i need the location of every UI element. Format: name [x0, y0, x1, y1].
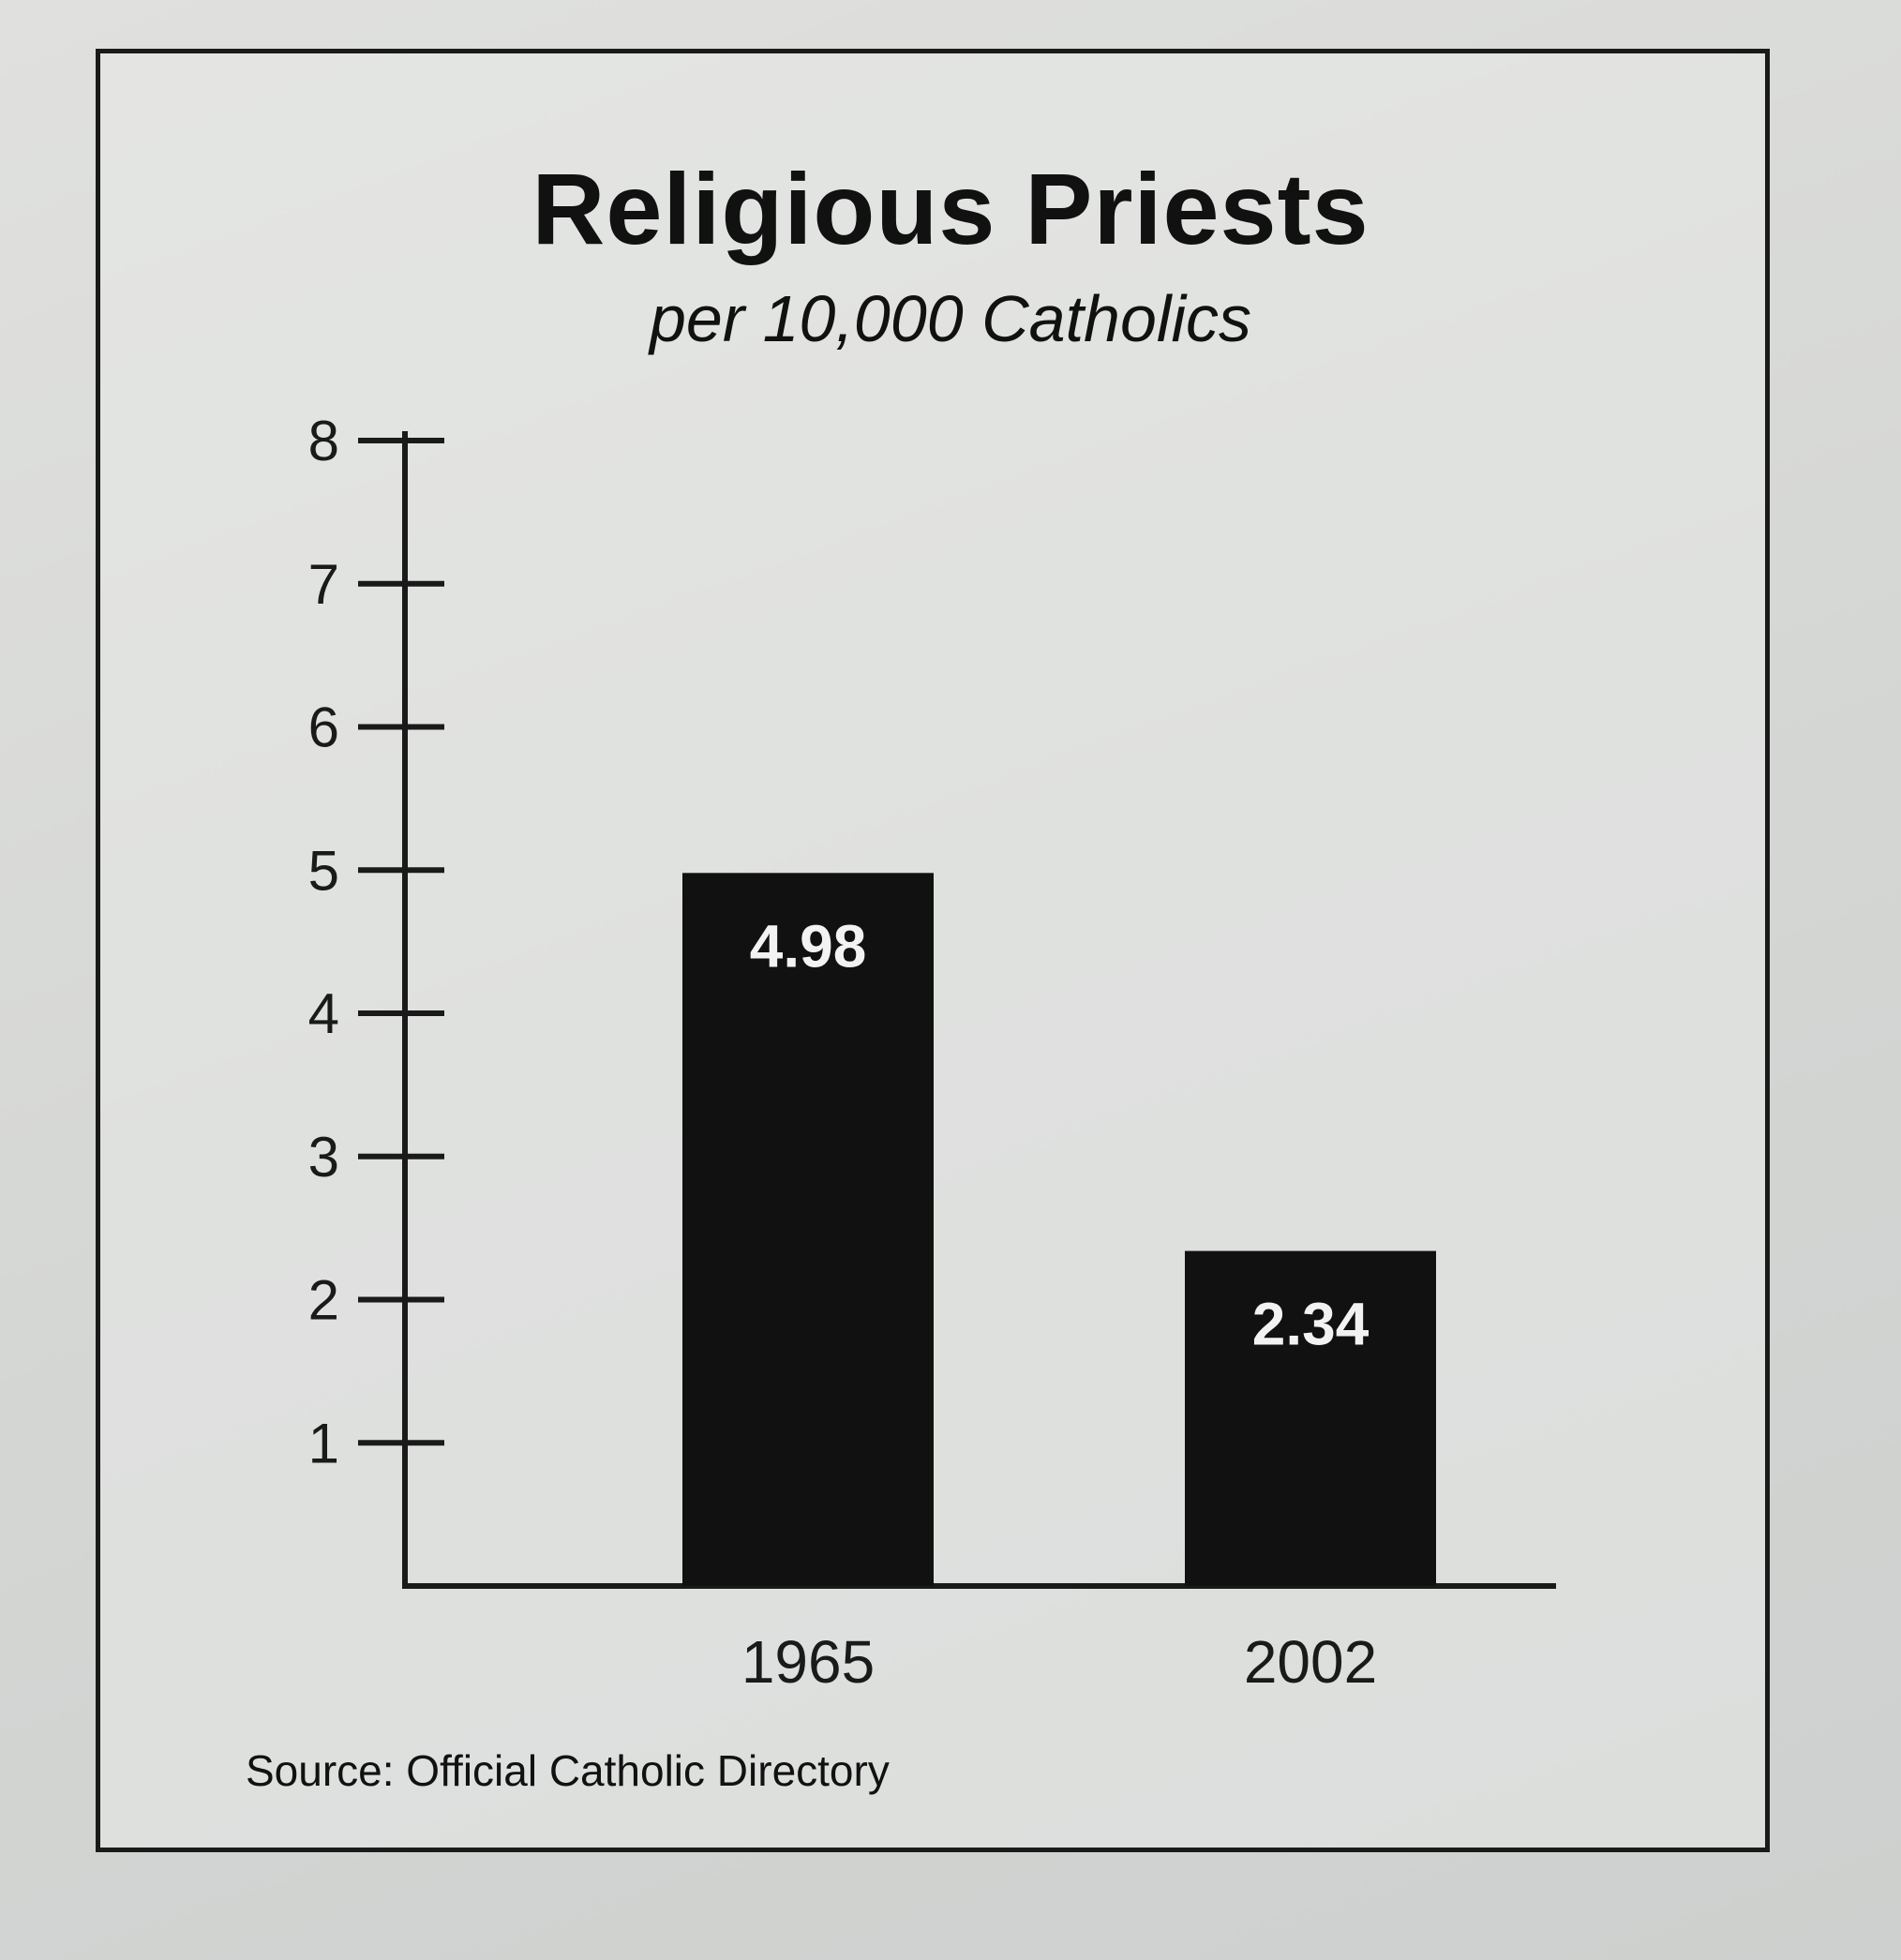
y-tick-label: 3	[308, 1126, 339, 1189]
y-tick-label: 1	[308, 1412, 339, 1474]
chart-title: Religious Priests	[531, 152, 1370, 265]
bar-2002	[1185, 1250, 1436, 1586]
y-tick-label: 2	[308, 1269, 339, 1332]
y-tick-label: 7	[308, 553, 339, 616]
x-category-label: 2002	[1244, 1628, 1377, 1696]
x-category-label: 1965	[741, 1628, 875, 1696]
y-tick-label: 4	[308, 982, 339, 1045]
y-tick-label: 8	[308, 410, 339, 472]
y-tick-label: 5	[308, 839, 339, 902]
chart-subtitle: per 10,000 Catholics	[649, 282, 1252, 355]
source-note: Source: Official Catholic Directory	[246, 1746, 890, 1795]
bar-1965	[682, 873, 934, 1586]
data-label-1965: 4.98	[750, 912, 867, 980]
data-label-2002: 2.34	[1252, 1291, 1370, 1358]
y-tick-label: 6	[308, 696, 339, 759]
